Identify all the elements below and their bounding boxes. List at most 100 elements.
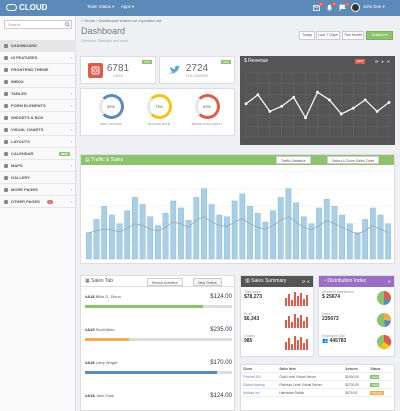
traffic-bar xyxy=(316,207,322,260)
user-menu[interactable]: John Doe ▾ xyxy=(363,4,385,9)
traffic-bar xyxy=(385,223,392,260)
notifications-button[interactable]: 3 xyxy=(326,2,336,12)
order-row[interactable]: #A18 Larry Wright $170.00 xyxy=(85,360,232,374)
distribution-header: ◔ Distribution Index ✕ xyxy=(319,276,394,287)
page-title: Dashboard xyxy=(81,26,126,36)
order-row[interactable]: #A18 Billie G. Dixon $124.00 xyxy=(85,294,232,308)
traffic-bar xyxy=(170,200,177,260)
tab-select-zoom[interactable]: Select & Zoom Sales Chart xyxy=(327,156,380,164)
page-subtitle: Overview, Statistics and more xyxy=(81,39,129,43)
traffic-bar xyxy=(155,225,161,260)
chevron-right-icon: › xyxy=(70,127,72,132)
sidebar-item-calendar[interactable]: CALENDAR NEW xyxy=(0,148,76,160)
revenue-panel: $ Revenue NEW ⟳ ▾ ✕ xyxy=(240,56,395,145)
revenue-point xyxy=(280,104,284,108)
tab-new-orders[interactable]: New Orders xyxy=(193,278,222,286)
search-icon xyxy=(65,22,70,27)
mail-icon xyxy=(313,5,320,11)
breadcrumb-current: Dashboard xyxy=(98,18,119,23)
sidebar-item-other-pages[interactable]: OTHER PAGES 4 › xyxy=(0,196,76,208)
last-7-days-button[interactable]: Last 7 Days xyxy=(316,31,340,40)
tab-traffic-statistics[interactable]: Traffic Statistics xyxy=(276,156,311,164)
traffic-trend-line xyxy=(88,216,389,235)
mail-button[interactable]: 2 xyxy=(313,2,323,12)
chevron-right-icon: › xyxy=(70,187,72,192)
sidebar-item-more-pages[interactable]: MORE PAGES › xyxy=(0,184,76,196)
sidebar-item-widgets[interactable]: WIDGETS & BOX xyxy=(0,112,76,124)
sidebar-item-gallery[interactable]: GALLERY xyxy=(0,172,76,184)
revenue-point xyxy=(351,106,355,110)
sidebar-item-layouts[interactable]: LAYOUTS › xyxy=(0,136,76,148)
chevron-right-icon: › xyxy=(70,199,72,204)
summary-row: Profit $6,343 xyxy=(244,312,260,322)
sidebar-item-dashboard[interactable]: DASHBOARD xyxy=(0,40,76,52)
tasks-button[interactable]: 1 xyxy=(339,2,349,12)
revenue-point xyxy=(328,98,331,102)
traffic-bar xyxy=(277,197,284,260)
traffic-bar xyxy=(369,207,376,260)
revenue-point xyxy=(375,110,379,113)
chevron-right-icon: › xyxy=(70,163,72,168)
home-icon: ⌂ xyxy=(81,18,85,23)
revenue-point xyxy=(387,101,391,104)
revenue-point xyxy=(304,116,307,120)
custom-range-button[interactable]: Custom ▾ xyxy=(366,31,393,40)
traffic-bar xyxy=(377,214,384,260)
this-month-button[interactable]: This Month xyxy=(342,31,364,40)
sidebar-item-frontend-theme[interactable]: FRONTEND THEME xyxy=(0,64,76,76)
search-input[interactable]: Search xyxy=(4,20,72,29)
traffic-bar xyxy=(178,207,184,260)
panel-tools-icon[interactable]: ✕ xyxy=(387,279,391,284)
count-badge: 4 xyxy=(46,199,53,204)
summary-sparkbars xyxy=(285,292,308,350)
traffic-bar xyxy=(93,219,100,260)
ring-brand-popularity: 60% BRAND POPULARITY xyxy=(189,94,225,126)
traffic-bar-chart xyxy=(85,170,392,260)
sidebar-item-maps[interactable]: MAPS › xyxy=(0,160,76,172)
revenue-header: $ Revenue NEW ⟳ ▾ ✕ xyxy=(240,56,395,67)
revenue-line-chart xyxy=(244,72,391,138)
kpi-rings-card: 59% NEW VISITORS 73% BOUNCE RATE 60% BRA… xyxy=(80,88,235,136)
traffic-bar xyxy=(285,188,292,260)
app-logo[interactable]: CLOUD xyxy=(6,3,47,12)
revenue-point xyxy=(268,110,272,113)
chart-icon xyxy=(4,127,8,132)
revenue-point xyxy=(339,112,343,116)
table-row[interactable]: Holiday Inn Hardware Switch $475.00 Pend… xyxy=(241,388,394,397)
tab-recent-activities[interactable]: Recent Activities xyxy=(147,278,183,286)
panel-tools-icon[interactable]: ⟳ ▾ ✕ xyxy=(375,59,391,64)
traffic-bar xyxy=(185,220,192,260)
distribution-row: Employee Dist. 👥 445783 xyxy=(322,334,347,344)
sidebar-item-inbox[interactable]: INBOX xyxy=(0,76,76,88)
revenue-title: Revenue xyxy=(248,58,269,64)
sidebar-item-form-elements[interactable]: FORM ELEMENTS › xyxy=(0,100,76,112)
table-row[interactable]: Fortune 500 Gold Level Virtual Server $2… xyxy=(241,372,394,381)
traffic-bar xyxy=(201,188,207,260)
order-row[interactable]: #A18 John Gale $124.00 xyxy=(85,393,232,399)
revenue-badge: NEW xyxy=(355,59,365,64)
traffic-bar xyxy=(308,223,315,260)
traffic-bar xyxy=(162,213,169,260)
team-status-menu[interactable]: Team Status ▾ xyxy=(87,4,115,9)
sidebar-item-visual-charts[interactable]: VISUAL CHARTS › xyxy=(0,124,76,136)
map-icon xyxy=(4,163,8,168)
traffic-bar xyxy=(224,216,230,260)
bar-chart-icon: ▥ xyxy=(245,278,252,284)
cart-icon: ▦ xyxy=(85,278,92,284)
breadcrumb-home[interactable]: Home xyxy=(84,18,96,23)
traffic-bar xyxy=(300,216,307,260)
today-button[interactable]: Today xyxy=(299,31,315,40)
table-row[interactable]: Global Hosting Platinum Level Virtual Se… xyxy=(241,380,394,389)
summary-row: Total sales $78,273 xyxy=(244,290,263,300)
apps-menu[interactable]: Apps ▾ xyxy=(121,4,135,9)
user-icon: 👥 445783 xyxy=(322,338,347,344)
instagram-icon xyxy=(88,63,103,78)
sidebar-item-ui-features[interactable]: UI FEATURES › xyxy=(0,52,76,64)
user-avatar[interactable] xyxy=(351,3,360,12)
order-row[interactable]: #A19 Scott Allen $235.00 xyxy=(85,327,232,341)
panel-tools-icon[interactable]: ⟳ ✕ xyxy=(302,279,310,284)
sidebar-item-tables[interactable]: TABLES › xyxy=(0,88,76,100)
revenue-point xyxy=(292,95,296,99)
cloud-icon xyxy=(6,4,17,11)
traffic-bar xyxy=(101,206,108,260)
